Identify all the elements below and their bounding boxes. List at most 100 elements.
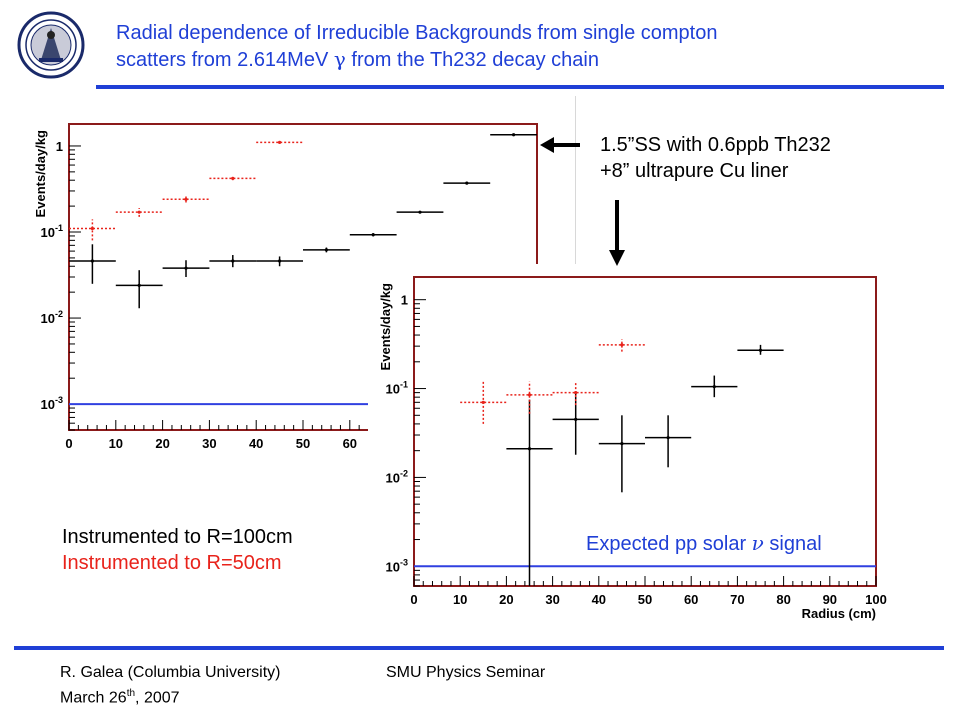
data-marker <box>184 197 188 201</box>
university-seal-logo <box>17 11 85 79</box>
black-data-point <box>490 133 537 137</box>
detector-annotation: 1.5”SS with 0.6ppb Th232 +8” ultrapure C… <box>600 132 831 184</box>
y-tick-label: 1 <box>401 293 408 308</box>
red-data-point <box>598 339 645 352</box>
data-marker <box>574 417 578 421</box>
black-data-point <box>162 260 210 277</box>
x-tick-label: 0 <box>410 592 417 607</box>
legend-black: Instrumented to R=100cm <box>62 526 293 548</box>
data-marker <box>90 226 94 231</box>
x-tick-label: 40 <box>249 436 263 451</box>
x-tick-label: 90 <box>823 592 837 607</box>
y-tick-label: 10-3 <box>386 557 408 574</box>
title-line-2-text: scatters from 2.614MeV <box>116 49 334 71</box>
y-tick-label: 1 <box>56 139 63 154</box>
black-data-point <box>645 415 692 468</box>
black-data-point <box>443 181 491 185</box>
annotation-line-1: 1.5”SS with 0.6ppb Th232 <box>600 134 831 156</box>
black-data-point <box>691 375 738 398</box>
black-data-point <box>506 399 553 586</box>
red-data-point <box>256 140 303 145</box>
x-tick-label: 80 <box>776 592 790 607</box>
red-data-point <box>69 219 116 241</box>
data-marker <box>137 283 141 287</box>
chart-r50: 1 10-1 10-2 10-3 0 10 20 30 40 50 60 70 80 90 100 Event… <box>368 264 920 622</box>
black-data-point <box>552 392 599 455</box>
data-marker <box>324 248 328 252</box>
expected-signal-text: Expected pp solar <box>586 533 752 555</box>
separator-line <box>575 96 576 266</box>
expected-signal-tail: signal <box>763 533 822 555</box>
black-data-point <box>209 255 257 268</box>
data-marker <box>666 436 670 440</box>
x-tick-label: 30 <box>545 592 559 607</box>
expected-signal-label: Expected pp solar ν signal <box>586 530 822 557</box>
data-marker <box>620 442 624 446</box>
nu-symbol: ν <box>751 531 764 555</box>
black-data-point <box>69 244 116 284</box>
black-data-point <box>598 415 645 493</box>
data-marker <box>465 181 469 185</box>
annotation-line-2: +8” ultrapure Cu liner <box>600 160 789 182</box>
black-data-point <box>396 210 444 214</box>
footer-author: R. Galea (Columbia University) March 26t… <box>60 662 281 708</box>
x-tick-label: 100 <box>865 592 887 607</box>
x-tick-label: 0 <box>65 436 72 451</box>
data-marker <box>418 210 422 214</box>
x-tick-label: 20 <box>499 592 513 607</box>
title-line-2-tail: from the Th232 decay chain <box>345 49 599 71</box>
red-data-point <box>506 381 553 414</box>
gamma-symbol: γ <box>333 47 346 71</box>
date-text: March 26 <box>60 689 127 707</box>
data-marker <box>184 266 188 270</box>
data-marker <box>90 259 94 263</box>
y-axis-label: Events/day/kg <box>378 283 393 370</box>
black-data-point <box>256 256 303 267</box>
arrow-left-icon <box>540 137 580 153</box>
data-marker <box>278 140 282 145</box>
x-tick-label: 30 <box>202 436 216 451</box>
chart-r100: 1 10-1 10-2 10-3 0 10 20 30 40 50 60 Events/day/kg <box>33 123 538 451</box>
date-sup: th <box>126 688 136 699</box>
x-tick-label: 20 <box>155 436 169 451</box>
black-data-point <box>349 233 397 237</box>
x-tick-label: 60 <box>343 436 357 451</box>
legend-red: Instrumented to R=50cm <box>62 552 282 574</box>
red-data-point <box>209 176 257 181</box>
red-data-point <box>460 381 507 424</box>
data-marker <box>231 259 235 263</box>
data-marker <box>511 133 516 137</box>
slide-title: Radial dependence of Irreducible Backgro… <box>116 20 916 73</box>
x-tick-label: 10 <box>453 592 467 607</box>
black-data-point <box>737 344 784 355</box>
data-marker <box>371 233 375 237</box>
x-tick-label: 70 <box>730 592 744 607</box>
x-tick-label: 50 <box>638 592 652 607</box>
header-rule <box>96 85 944 89</box>
author-line: R. Galea (Columbia University) <box>60 664 281 681</box>
x-tick-label: 10 <box>109 436 123 451</box>
data-marker <box>758 348 763 352</box>
data-marker <box>527 393 532 397</box>
y-tick-label: 10-1 <box>386 380 408 397</box>
y-tick-label: 10-1 <box>41 223 63 240</box>
x-axis-label: Radius (cm) <box>802 606 876 621</box>
data-marker <box>574 391 578 395</box>
x-tick-label: 40 <box>592 592 606 607</box>
black-data-point <box>115 270 163 309</box>
y-tick-label: 10-3 <box>41 395 63 412</box>
x-tick-label: 60 <box>684 592 698 607</box>
data-marker <box>481 400 485 404</box>
y-axis-label: Events/day/kg <box>33 130 48 217</box>
data-marker <box>278 259 282 263</box>
footer-rule <box>14 646 944 650</box>
data-marker <box>137 210 141 214</box>
data-marker <box>231 176 235 180</box>
red-data-point <box>162 196 210 203</box>
date-tail: , 2007 <box>135 689 180 707</box>
x-tick-label: 50 <box>296 436 310 451</box>
title-line-2: scatters from 2.614MeV γ from the Th232 … <box>116 46 916 73</box>
data-marker <box>527 447 532 451</box>
red-data-point <box>115 208 163 217</box>
date-line: March 26th, 2007 <box>60 683 281 708</box>
